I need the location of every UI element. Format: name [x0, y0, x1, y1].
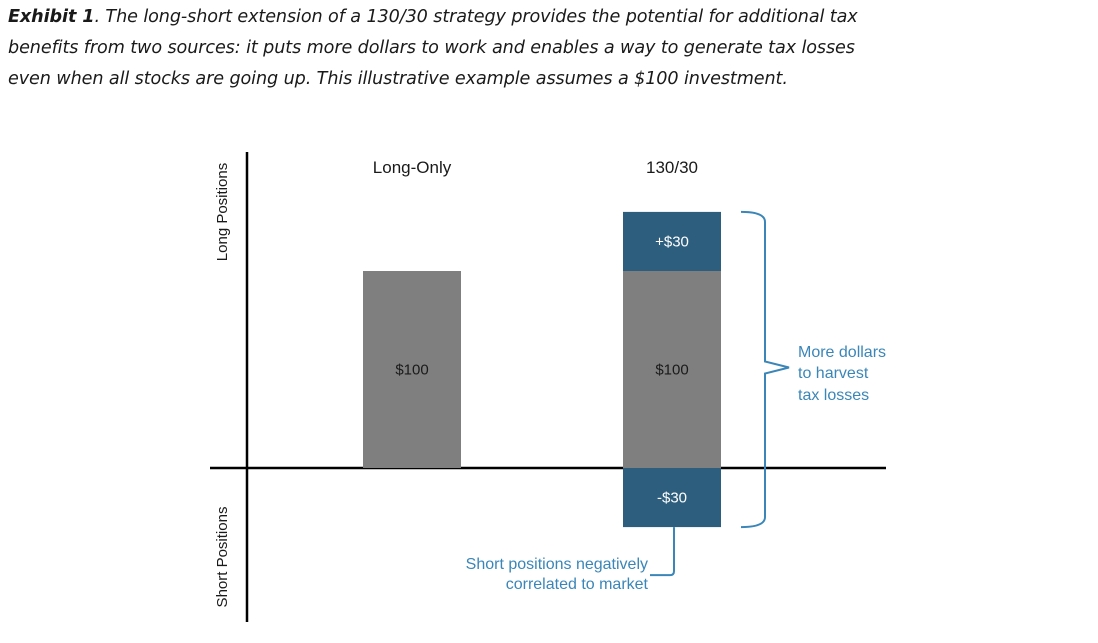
caption-exhibit-label: Exhibit 1	[8, 7, 95, 27]
caption-line-2: benefits from two sources: it puts more …	[8, 38, 855, 58]
bar-long-only-100	[363, 271, 461, 468]
bracket-annotation	[740, 210, 790, 529]
data-label-130-30-100: $100	[655, 362, 688, 379]
bars-layer	[363, 211, 721, 528]
caption-line-3: even when all stocks are going up. This …	[8, 69, 788, 89]
y-label-long: Long Positions	[214, 163, 231, 261]
category-label-130-30: 130/30	[646, 158, 698, 177]
bar-130-30-100	[623, 271, 721, 468]
data-label-130-30-minus-30: -$30	[657, 490, 687, 507]
short-note-callout-line	[650, 527, 675, 577]
exhibit-caption: Exhibit 1. The long-short extension of a…	[8, 2, 1092, 95]
short-note-line-1: Short positions negatively	[466, 556, 648, 573]
caption-line-1-text: . The long-short extension of a 130/30 s…	[94, 7, 858, 27]
y-label-short: Short Positions	[214, 507, 231, 608]
data-label-130-30-plus-30: +$30	[655, 233, 689, 250]
bar-130-30-minus-30	[623, 468, 721, 528]
short-note-line-2: correlated to market	[506, 576, 649, 593]
bracket-note-line-2: to harvest	[798, 365, 869, 382]
bracket-note-line-3: tax losses	[798, 387, 869, 404]
data-label-long-only-100: $100	[395, 362, 428, 379]
bar-130-30-plus-30	[623, 211, 721, 271]
bracket-note-line-1: More dollars	[798, 344, 886, 361]
category-label-long-only: Long-Only	[373, 158, 452, 177]
caption-line-1: Exhibit 1. The long-short extension of a…	[8, 2, 1092, 33]
